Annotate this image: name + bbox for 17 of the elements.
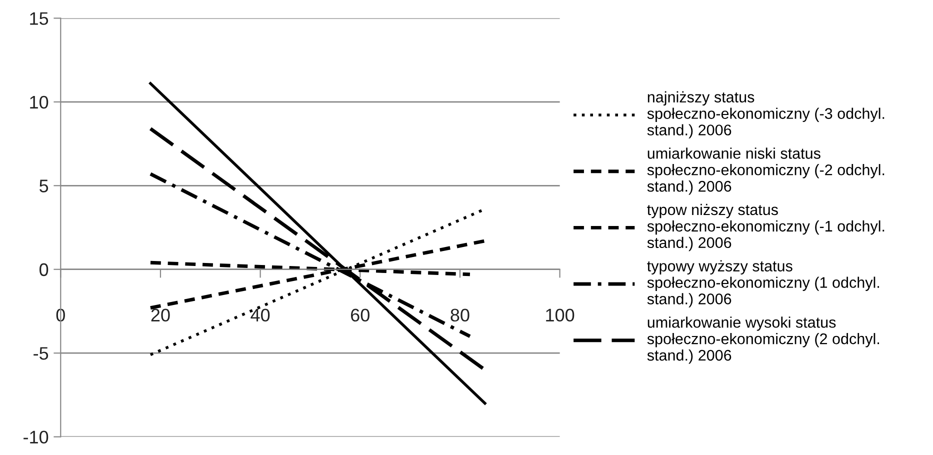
legend-label: najniższy status społeczno-ekonomiczny (-3 odchyl. stand.) 2006 <box>647 91 884 138</box>
legend-label: typow niższy status społeczno-ekonomiczny (-1 odchyl. stand.) 2006 <box>647 204 884 252</box>
x-tick-label: 20 <box>151 308 170 322</box>
y-tick-label: -10 <box>24 430 48 444</box>
legend-label: umiarkowanie wysoki status społeczno-ekonomiczny (2 odchyl. stand.) 2006 <box>647 316 880 364</box>
x-tick-label: 80 <box>450 308 470 322</box>
x-tick-label: 0 <box>56 308 65 322</box>
legend-label: typowy wyższy status społeczno-ekonomiczny (1 odchyl. stand.) 2006 <box>647 260 880 308</box>
x-tick-label: 60 <box>351 308 370 322</box>
legend-label: umiarkowanie niski status społeczno-ekonomiczny (-2 odchyl. stand.) 2006 <box>647 148 884 195</box>
y-tick-label: 0 <box>40 263 48 276</box>
x-tick-label: 100 <box>546 308 574 322</box>
x-tick-label: 40 <box>250 308 270 322</box>
y-tick-label: -5 <box>34 347 48 360</box>
y-tick-label: 5 <box>40 180 48 192</box>
y-tick-label: 15 <box>30 12 48 25</box>
y-tick-label: 10 <box>30 96 48 109</box>
